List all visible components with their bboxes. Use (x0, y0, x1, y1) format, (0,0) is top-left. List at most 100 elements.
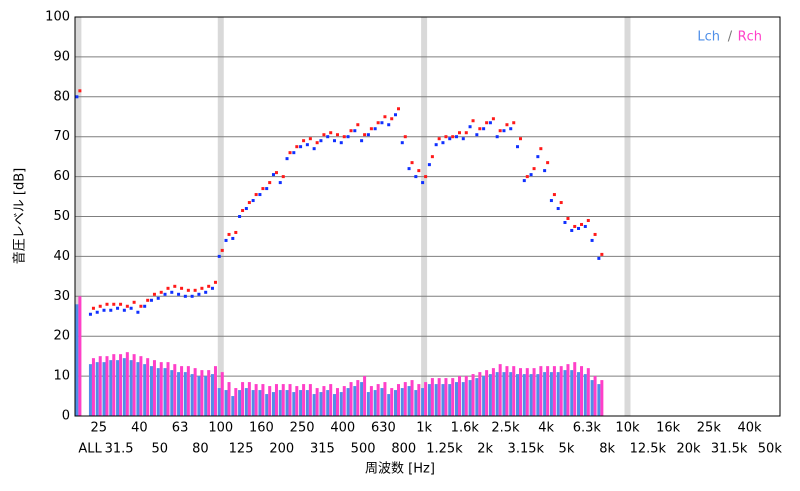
bar (335, 388, 339, 416)
dot (152, 292, 156, 296)
bar (360, 382, 364, 416)
dot (204, 290, 208, 294)
bar (400, 388, 404, 416)
bar (186, 366, 190, 416)
bar (516, 374, 520, 416)
dot (448, 137, 452, 141)
bar (207, 370, 211, 416)
bar (566, 364, 570, 416)
bar (597, 384, 601, 416)
x-tick-label: 31.5k (711, 442, 748, 457)
dot (590, 238, 594, 242)
legend-label: Lch (697, 30, 720, 45)
bar (600, 380, 604, 416)
bar (173, 364, 177, 416)
dot (441, 141, 445, 145)
bar (258, 390, 262, 416)
bar (512, 366, 516, 416)
bar (109, 360, 113, 416)
dot (586, 218, 590, 222)
bar (274, 384, 278, 416)
dot (488, 121, 492, 125)
dot (549, 199, 553, 203)
dot (119, 302, 123, 306)
dot (166, 286, 170, 290)
dot (136, 310, 140, 314)
dot (159, 290, 163, 294)
bar (373, 390, 377, 416)
bar (247, 382, 251, 416)
bar (183, 372, 187, 416)
dot (285, 157, 289, 161)
legend-label: Rch (738, 30, 762, 45)
dot (559, 201, 563, 205)
dot (458, 131, 462, 135)
bar (200, 370, 204, 416)
x-tick-label: 6.3k (573, 421, 602, 436)
bar (383, 382, 387, 416)
x-tick-label: 25k (697, 421, 722, 436)
dot (593, 232, 597, 236)
dot (451, 135, 455, 139)
dot (525, 175, 529, 179)
bar (254, 384, 258, 416)
x-tick-label: 800 (391, 442, 416, 457)
bar (129, 360, 133, 416)
bar (119, 354, 123, 416)
bar (390, 388, 394, 416)
bar (380, 388, 384, 416)
dot (546, 161, 550, 165)
bar (491, 368, 495, 416)
bar (478, 372, 482, 416)
dot (383, 115, 387, 119)
x-tick-label: 40k (737, 421, 762, 436)
x-tick-label: 125 (229, 442, 254, 457)
bar (339, 392, 343, 416)
dot (139, 304, 143, 308)
bar (278, 390, 282, 416)
dot (369, 127, 373, 131)
dot (529, 173, 533, 177)
dot (265, 187, 269, 191)
bar (427, 384, 431, 416)
y-axis-title: 音圧レベル [dB] (12, 168, 28, 264)
bar (292, 392, 296, 416)
x-axis-title: 周波数 [Hz] (365, 462, 435, 477)
dot (509, 127, 513, 131)
bar (136, 362, 140, 416)
bar (444, 378, 448, 416)
dot (183, 294, 187, 298)
bar (149, 366, 153, 416)
dot (88, 312, 92, 316)
bar (319, 392, 323, 416)
bar (502, 372, 506, 416)
bar (414, 390, 418, 416)
dot (220, 248, 224, 252)
bar (471, 374, 475, 416)
dot (224, 238, 228, 242)
dot (308, 137, 312, 141)
dot (373, 127, 377, 131)
bar (376, 384, 380, 416)
bar (112, 354, 116, 416)
y-tick-label: 40 (53, 249, 70, 264)
bar (125, 352, 129, 416)
bar (143, 364, 147, 416)
dot (478, 127, 482, 131)
dot (109, 308, 113, 312)
dot (455, 135, 459, 139)
dot (129, 306, 133, 310)
bar (430, 378, 434, 416)
dot (247, 201, 251, 205)
bar (363, 376, 367, 416)
bar (210, 374, 214, 416)
dot (552, 193, 556, 197)
dot (335, 133, 339, 137)
dot (105, 302, 109, 306)
bar (98, 356, 102, 416)
bar (437, 378, 441, 416)
y-tick-label: 50 (53, 209, 70, 224)
dot (125, 304, 129, 308)
bar (464, 376, 468, 416)
dot (516, 145, 520, 149)
